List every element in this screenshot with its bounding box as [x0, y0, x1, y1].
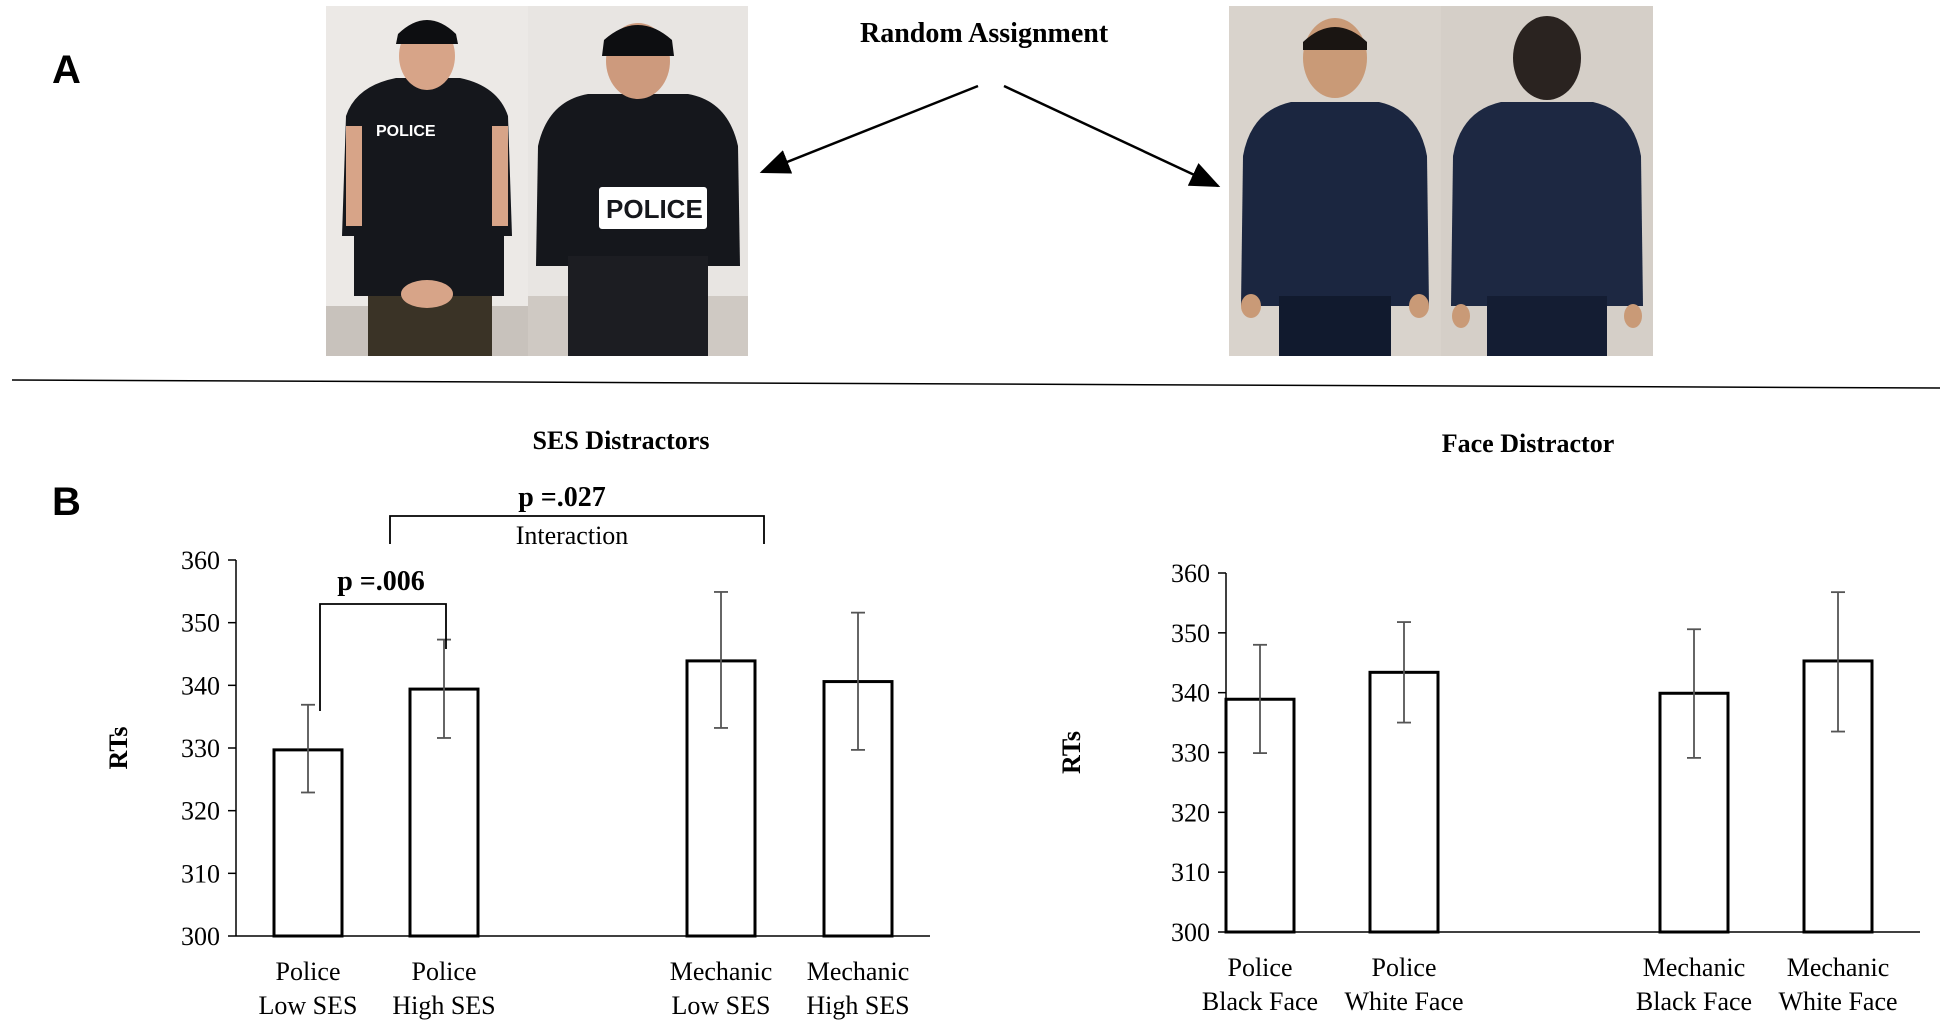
arrow-to-police: [759, 84, 979, 174]
random-assignment-heading: Random Assignment: [860, 18, 1109, 49]
chart-0-ytick-label: 340: [181, 671, 220, 700]
chart-1-ytick-label: 360: [1171, 559, 1210, 588]
chart-0-interaction-bracket: [389, 515, 765, 544]
panel-a-label: A: [52, 48, 81, 92]
chart-1-category-label: Mechanic: [1643, 953, 1746, 982]
chart-1-ytick-label: 300: [1171, 918, 1210, 947]
chart-0-ytick-label: 360: [181, 546, 220, 575]
panel-divider: [11, 379, 1941, 389]
mechanic-back-photo: [1441, 6, 1653, 356]
chart-1-category-label: Police: [1372, 953, 1437, 982]
arrow-to-mechanic: [1003, 84, 1221, 188]
chart-0-category-label: High SES: [392, 991, 495, 1020]
chart-0-category-label: Low SES: [672, 991, 771, 1020]
chart-0-interaction-label: Interaction: [516, 521, 629, 550]
chart-0-category-label: Low SES: [259, 991, 358, 1020]
police-badge-text: POLICE: [376, 123, 436, 140]
chart-1-ytick-label: 350: [1171, 619, 1210, 648]
chart-1-category-label: Police: [1228, 953, 1293, 982]
chart-1-category-label: White Face: [1344, 987, 1463, 1016]
chart-1-category-label: Black Face: [1636, 987, 1752, 1016]
panel-b-label: B: [52, 480, 81, 524]
chart-0-ytick-label: 310: [181, 859, 220, 888]
police-officer-back-photo: POLICE: [528, 6, 748, 356]
chart-0-ylabel: RTs: [104, 727, 133, 770]
chart-1-ytick-label: 310: [1171, 858, 1210, 887]
chart-1-ytick-label: 340: [1171, 679, 1210, 708]
chart-1-category-label: White Face: [1778, 987, 1897, 1016]
chart-0-category-label: Police: [412, 957, 477, 986]
chart-0-title: SES Distractors: [533, 426, 710, 455]
chart-1-category-label: Black Face: [1202, 987, 1318, 1016]
chart-0-p-value-annotation: p =.006: [337, 566, 425, 597]
chart-0-category-label: Mechanic: [670, 957, 773, 986]
chart-0-category-label: Mechanic: [807, 957, 910, 986]
chart-1-title: Face Distractor: [1442, 429, 1615, 458]
chart-1-ylabel: RTs: [1057, 731, 1086, 774]
chart-1-ytick-label: 330: [1171, 739, 1210, 768]
police-back-badge-text: POLICE: [606, 194, 703, 224]
chart-0-category-label: Police: [276, 957, 341, 986]
chart-0-category-label: High SES: [806, 991, 909, 1020]
chart-0-significance-bracket: [319, 603, 447, 712]
chart-0-ytick-label: 330: [181, 734, 220, 763]
chart-1-ytick-label: 320: [1171, 798, 1210, 827]
chart-1-category-label: Mechanic: [1787, 953, 1890, 982]
police-officer-front-photo: POLICE: [326, 6, 528, 356]
chart-0-ytick-label: 320: [181, 797, 220, 826]
chart-0-ytick-label: 350: [181, 609, 220, 638]
chart-0-ytick-label: 300: [181, 922, 220, 951]
mechanic-front-photo: [1229, 6, 1441, 356]
chart-0-p-value-annotation: p =.027: [518, 482, 606, 513]
